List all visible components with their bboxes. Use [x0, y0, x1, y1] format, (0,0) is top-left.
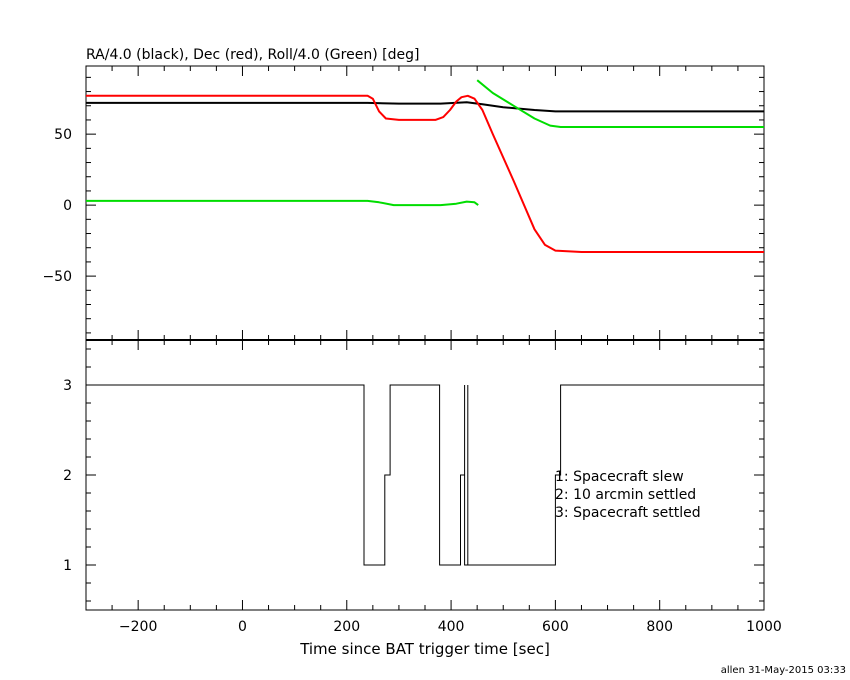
bottom-axis-ticks: −200 0 200 400 600 800 1000 1 2 3	[63, 340, 782, 635]
x-tick-label: 0	[238, 619, 247, 635]
legend-settled: 3: Spacecraft settled	[555, 505, 701, 521]
top-y-tick-label: −50	[42, 269, 72, 285]
x-tick-label: −200	[119, 619, 157, 635]
top-y-tick-label: 0	[63, 198, 72, 214]
series-line-1	[86, 94, 764, 253]
legend-slew: 1: Spacecraft slew	[555, 469, 684, 485]
status-step-line	[86, 384, 764, 566]
top-panel-frame	[85, 65, 765, 341]
bottom-y-tick-label: 1	[63, 558, 72, 574]
x-tick-label: 800	[646, 619, 673, 635]
x-axis-label: Time since BAT trigger time [sec]	[299, 640, 550, 658]
bottom-series-group	[86, 384, 764, 566]
legend-10-arcmin-settled: 2: 10 arcmin settled	[555, 487, 696, 503]
x-tick-label: 600	[542, 619, 569, 635]
series-line-2	[86, 199, 479, 207]
top-series-group	[86, 79, 764, 253]
series-line-0	[86, 101, 764, 113]
x-tick-label: 200	[333, 619, 360, 635]
top-y-tick-label: 50	[54, 127, 72, 143]
chart-title: RA/4.0 (black), Dec (red), Roll/4.0 (Gre…	[86, 47, 419, 63]
x-tick-label: 400	[438, 619, 465, 635]
footer-credit: allen 31-May-2015 03:33	[720, 665, 846, 676]
bottom-y-tick-label: 2	[63, 468, 72, 484]
x-tick-label: 1000	[746, 619, 782, 635]
top-axis-ticks: −50 0 50	[42, 66, 765, 340]
series-line-3	[476, 79, 764, 128]
bottom-y-tick-label: 3	[63, 378, 72, 394]
